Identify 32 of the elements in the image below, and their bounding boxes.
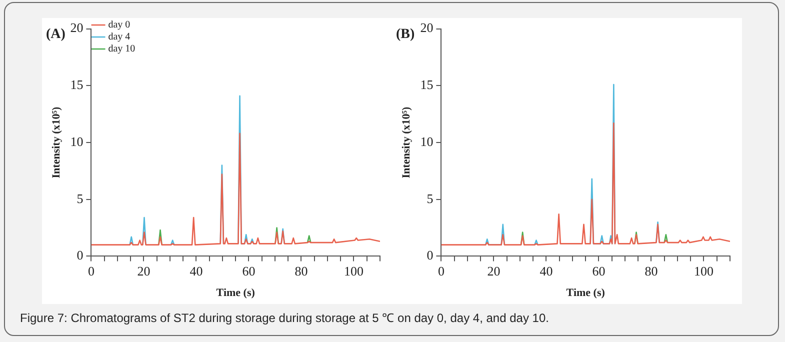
x-tick-label: 80 bbox=[644, 263, 658, 278]
x-tick-label: 60 bbox=[592, 263, 606, 278]
chart-title: (A) bbox=[46, 27, 66, 42]
y-tick-label: 15 bbox=[70, 77, 84, 92]
y-tick-label: 0 bbox=[426, 248, 434, 263]
x-axis-title: Time (s) bbox=[566, 287, 606, 300]
x-tick-label: 40 bbox=[540, 263, 553, 278]
caption: Figure 7: Chromatograms of ST2 during storage during storage at 5 ℃ on day 0, day 4, and day 10. bbox=[20, 310, 549, 326]
x-tick-label: 20 bbox=[487, 263, 500, 278]
y-tick-label: 10 bbox=[70, 134, 84, 149]
x-tick-label: 80 bbox=[294, 263, 308, 278]
chart-title: (B) bbox=[396, 27, 415, 42]
y-axis-title: Intensity (x10⁵) bbox=[50, 106, 62, 178]
legend-label: day 0 bbox=[108, 20, 130, 31]
x-tick-label: 40 bbox=[190, 263, 203, 278]
y-tick-label: 15 bbox=[420, 77, 434, 92]
legend-label: day 4 bbox=[108, 32, 130, 43]
x-tick-label: 60 bbox=[242, 263, 256, 278]
x-tick-label: 100 bbox=[694, 263, 714, 278]
x-tick-label: 20 bbox=[137, 263, 150, 278]
y-tick-label: 5 bbox=[76, 190, 84, 206]
legend-label: day 10 bbox=[108, 44, 136, 55]
y-axis-title: Intensity (x10⁵) bbox=[400, 106, 412, 178]
y-tick-label: 10 bbox=[420, 134, 434, 149]
x-axis-title: Time (s) bbox=[216, 287, 256, 300]
x-tick-label: 100 bbox=[344, 263, 364, 278]
y-tick-label: 0 bbox=[76, 248, 84, 263]
y-tick-label: 20 bbox=[420, 20, 434, 36]
x-tick-label: 0 bbox=[88, 263, 94, 278]
y-tick-label: 5 bbox=[426, 190, 434, 206]
x-tick-label: 0 bbox=[438, 263, 444, 278]
y-tick-label: 20 bbox=[70, 20, 84, 36]
